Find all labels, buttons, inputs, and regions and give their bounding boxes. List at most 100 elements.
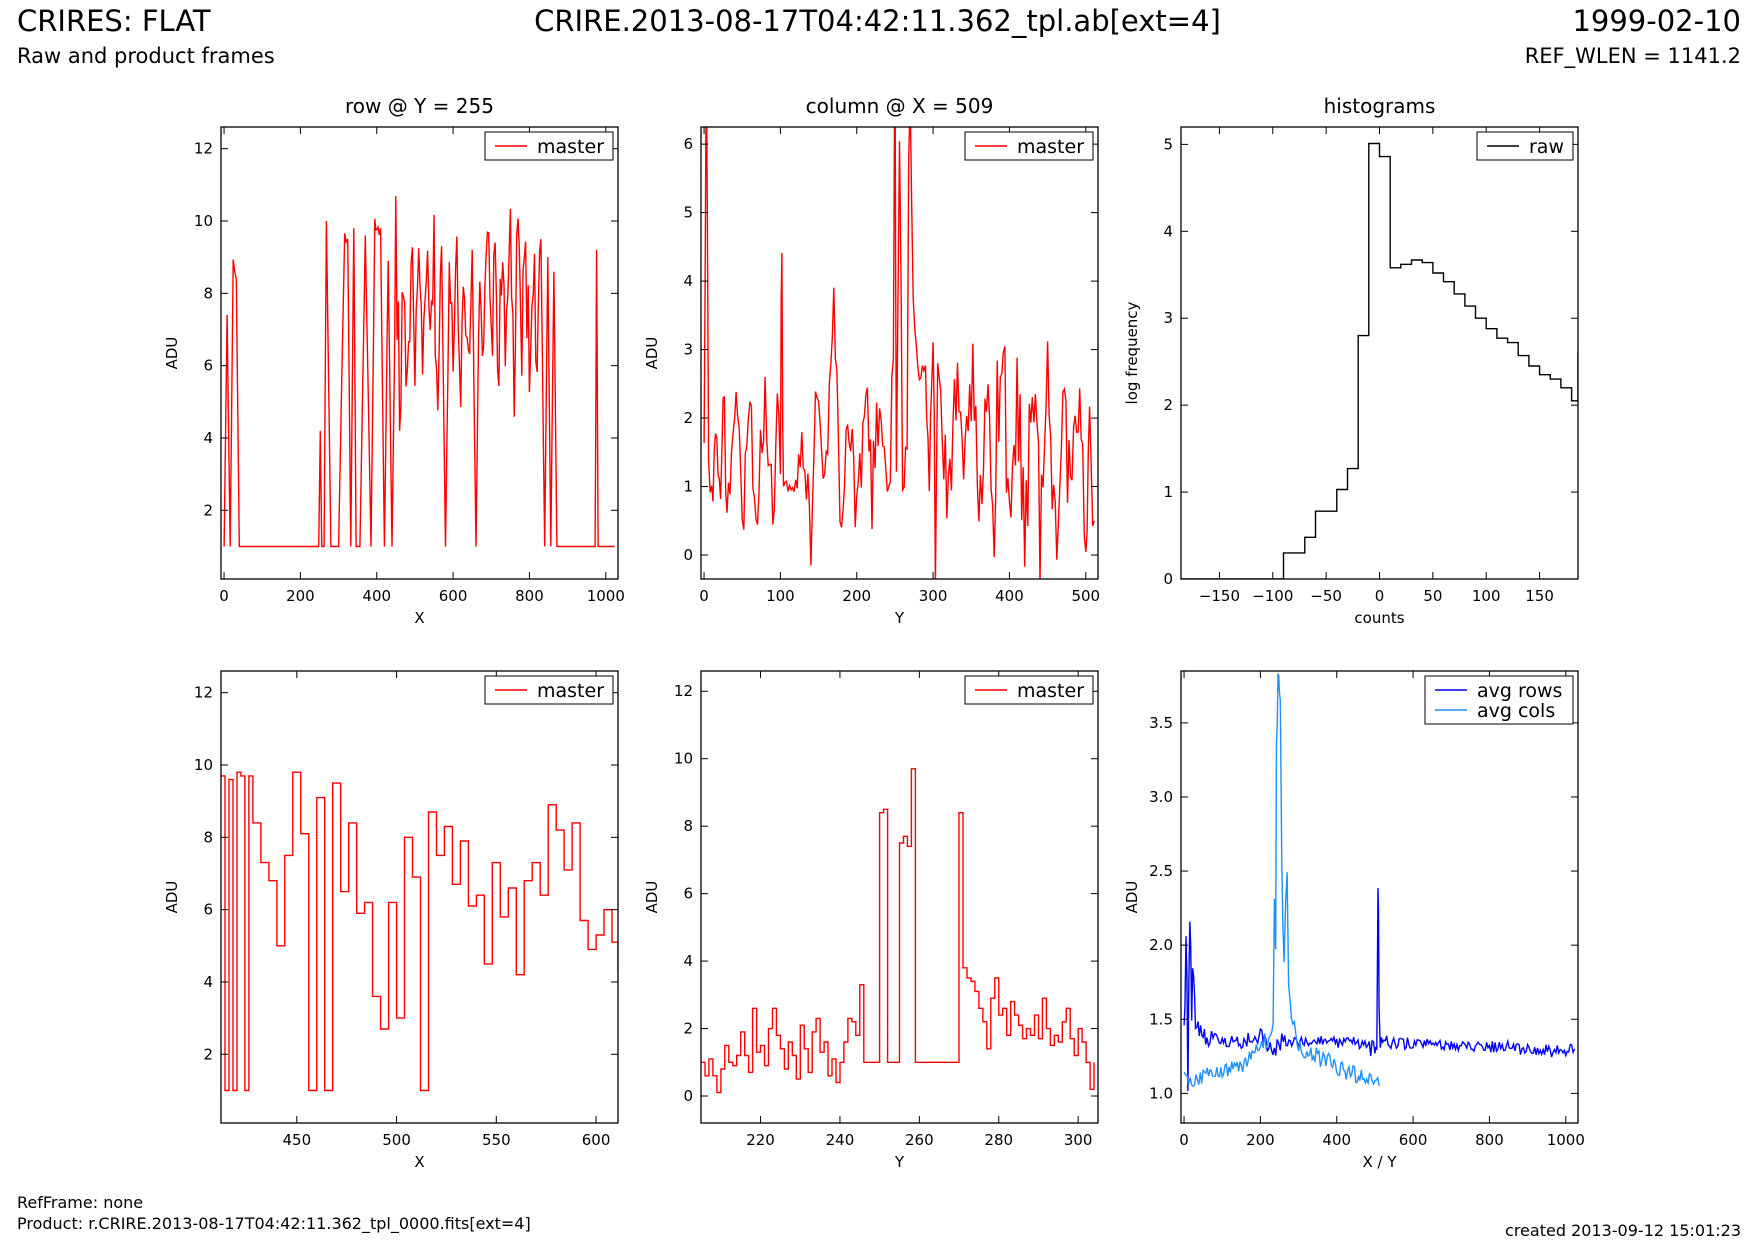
y-tick-label: 0 — [1163, 570, 1173, 588]
y-tick-label: 6 — [683, 885, 693, 903]
legend-label: master — [537, 136, 604, 158]
x-axis-label: X — [414, 609, 424, 627]
y-tick-label: 1.0 — [1149, 1084, 1173, 1102]
series-avg-cols — [1183, 672, 1380, 1088]
x-tick-label: 800 — [1475, 1131, 1504, 1149]
x-tick-label: 0 — [219, 587, 229, 605]
y-tick-label: 8 — [203, 828, 213, 846]
chart-col-zoom: 220 240 260 280 300 0 2 4 6 8 10 12 Y ADU master — [643, 670, 1099, 1171]
y-tick-label: 6 — [683, 135, 693, 153]
y-tick-label: 5 — [1163, 135, 1173, 153]
series-raw — [1181, 142, 1578, 579]
y-axis-label: ADU — [163, 881, 181, 914]
x-tick-label: 400 — [1322, 1131, 1351, 1149]
chart-title: column @ X = 509 — [806, 94, 994, 118]
x-tick-label: 150 — [1525, 587, 1554, 605]
y-tick-label: 1.5 — [1149, 1010, 1173, 1028]
x-tick-label: 550 — [482, 1131, 511, 1149]
y-tick-label: 2.0 — [1149, 936, 1173, 954]
legend-label: master — [1017, 136, 1084, 158]
legend-label: raw — [1529, 136, 1564, 158]
x-tick-label: 300 — [1064, 1131, 1093, 1149]
y-axis-label: ADU — [1123, 881, 1141, 914]
x-axis-label: Y — [894, 609, 905, 627]
x-tick-label: 500 — [1071, 587, 1100, 605]
x-tick-label: 100 — [766, 587, 795, 605]
y-tick-label: 10 — [194, 212, 213, 230]
x-tick-label: 450 — [282, 1131, 311, 1149]
series-avg-rows — [1183, 887, 1576, 1092]
legend: master — [964, 131, 1094, 161]
chart-avg: 0 200 400 600 800 1000 1.0 1.5 2.0 2.5 3.0 3.5 X / Y… — [1123, 670, 1585, 1171]
y-tick-label: 1 — [1163, 483, 1173, 501]
x-tick-label: 600 — [582, 1131, 611, 1149]
y-tick-label: 2 — [1163, 396, 1173, 414]
plot-frame — [700, 670, 1099, 1124]
y-tick-label: 12 — [194, 140, 213, 158]
series-master — [223, 196, 615, 548]
chart-row-full: 0 200 400 600 800 1000 2 4 6 8 10 12 row @ Y = 255 X A… — [163, 94, 625, 627]
x-tick-label: 220 — [746, 1131, 775, 1149]
x-tick-label: 200 — [842, 587, 871, 605]
y-tick-label: 4 — [203, 429, 213, 447]
product-label: Product: r.CRIRE.2013-08-17T04:42:11.362… — [17, 1214, 531, 1233]
legend: raw — [1476, 131, 1574, 161]
y-axis-label: ADU — [643, 881, 661, 914]
y-tick-label: 1 — [683, 478, 693, 496]
plot-frame — [220, 126, 619, 580]
x-tick-label: −50 — [1310, 587, 1342, 605]
y-axis-label: ADU — [163, 337, 181, 370]
y-tick-label: 2 — [203, 1045, 213, 1063]
legend-label: master — [537, 680, 604, 702]
legend: master — [964, 675, 1094, 705]
x-tick-label: 1000 — [1547, 1131, 1585, 1149]
created-timestamp: created 2013-09-12 15:01:23 — [1505, 1221, 1741, 1240]
x-tick-label: 0 — [699, 587, 709, 605]
x-axis-label: X / Y — [1362, 1153, 1397, 1171]
y-tick-label: 8 — [683, 817, 693, 835]
x-tick-label: 280 — [984, 1131, 1013, 1149]
y-tick-label: 8 — [203, 284, 213, 302]
legend: master — [484, 675, 614, 705]
figure-title: CRIRES: FLAT — [17, 4, 211, 38]
x-tick-label: 0 — [1375, 587, 1385, 605]
y-tick-label: 3.5 — [1149, 714, 1173, 732]
y-tick-label: 2 — [683, 409, 693, 427]
x-tick-label: 600 — [439, 587, 468, 605]
y-tick-label: 2 — [683, 1020, 693, 1038]
ref-wavelength: REF_WLEN = 1141.2 — [1524, 44, 1741, 68]
y-tick-label: 10 — [194, 756, 213, 774]
x-axis-label: counts — [1354, 609, 1404, 627]
chart-title: histograms — [1324, 94, 1436, 118]
figure-subtitle: Raw and product frames — [17, 44, 275, 68]
y-axis-label: ADU — [643, 337, 661, 370]
y-tick-label: 4 — [203, 973, 213, 991]
x-tick-label: 100 — [1472, 587, 1501, 605]
x-tick-label: 260 — [905, 1131, 934, 1149]
x-tick-label: −100 — [1252, 587, 1293, 605]
x-tick-label: 500 — [382, 1131, 411, 1149]
y-tick-label: 6 — [203, 357, 213, 375]
y-tick-label: 12 — [194, 684, 213, 702]
x-tick-label: 200 — [1246, 1131, 1275, 1149]
y-tick-label: 3.0 — [1149, 788, 1173, 806]
chart-row-zoom: 450 500 550 600 2 4 6 8 10 12 X ADU master — [163, 670, 619, 1171]
chart-title: row @ Y = 255 — [345, 94, 494, 118]
observation-date: 1999-02-10 — [1572, 4, 1741, 38]
x-tick-label: 1000 — [587, 587, 625, 605]
x-tick-label: 800 — [515, 587, 544, 605]
x-tick-label: 50 — [1423, 587, 1442, 605]
x-tick-label: 400 — [995, 587, 1024, 605]
x-tick-label: 240 — [826, 1131, 855, 1149]
chart-col-full: 0 100 200 300 400 500 0 1 2 3 4 5 6 column @ X = 509 Y… — [643, 94, 1100, 627]
refframe-label: RefFrame: none — [17, 1193, 144, 1212]
y-axis-label: log frequency — [1123, 301, 1141, 404]
y-tick-label: 6 — [203, 901, 213, 919]
x-tick-label: 0 — [1179, 1131, 1189, 1149]
y-tick-label: 2.5 — [1149, 862, 1173, 880]
y-tick-label: 4 — [1163, 222, 1173, 240]
plot-frame — [220, 670, 619, 1124]
y-tick-label: 4 — [683, 272, 693, 290]
y-tick-label: 2 — [203, 501, 213, 519]
